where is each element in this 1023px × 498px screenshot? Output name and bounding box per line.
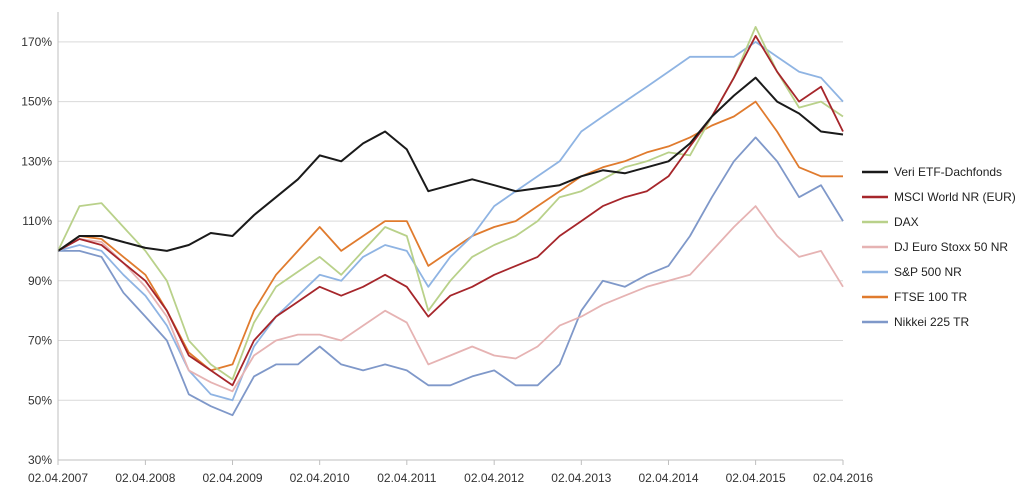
- x-tick-label: 02.04.2008: [115, 471, 175, 485]
- series-line-1: [57, 35, 844, 387]
- x-tick-label: 02.04.2012: [464, 471, 524, 485]
- axes: 30% 50% 70% 90% 110% 130% 150% 170% 02.04.2007 02…: [21, 12, 873, 485]
- legend-label: Veri ETF-Dachfonds: [894, 165, 1002, 179]
- legend-label: DJ Euro Stoxx 50 NR: [894, 240, 1008, 254]
- series-line-6: [58, 136, 844, 417]
- legend-label: FTSE 100 TR: [894, 290, 967, 304]
- y-tick-label: 130%: [21, 154, 52, 168]
- y-tick-label: 50%: [28, 393, 52, 407]
- legend-label: S&P 500 NR: [894, 265, 962, 279]
- y-tick-label: 110%: [22, 214, 52, 228]
- x-tick-label: 02.04.2010: [290, 471, 350, 485]
- y-tick-label: 170%: [21, 35, 52, 49]
- legend: Veri ETF-Dachfonds MSCI World NR (EUR) DAX…: [862, 165, 1016, 329]
- x-tick-label: 02.04.2009: [202, 471, 262, 485]
- series-line-5: [57, 100, 843, 372]
- x-tick-label: 02.04.2015: [726, 471, 786, 485]
- series-layer: [57, 26, 844, 417]
- x-tick-label: 02.04.2011: [377, 471, 436, 485]
- x-tick-label: 02.04.2013: [551, 471, 611, 485]
- y-tick-label: 90%: [28, 274, 52, 288]
- series-line-3: [57, 205, 844, 393]
- legend-label: MSCI World NR (EUR): [894, 190, 1016, 204]
- y-tick-label: 30%: [28, 453, 52, 467]
- x-tick-label: 02.04.2014: [638, 471, 698, 485]
- x-tick-label: 02.04.2016: [813, 471, 873, 485]
- y-tick-label: 150%: [21, 95, 52, 109]
- y-tick-label: 70%: [28, 334, 52, 348]
- x-tick-label: 02.04.2007: [28, 471, 88, 485]
- legend-label: DAX: [894, 215, 919, 229]
- series-line-0: [57, 76, 844, 252]
- legend-label: Nikkei 225 TR: [894, 315, 969, 329]
